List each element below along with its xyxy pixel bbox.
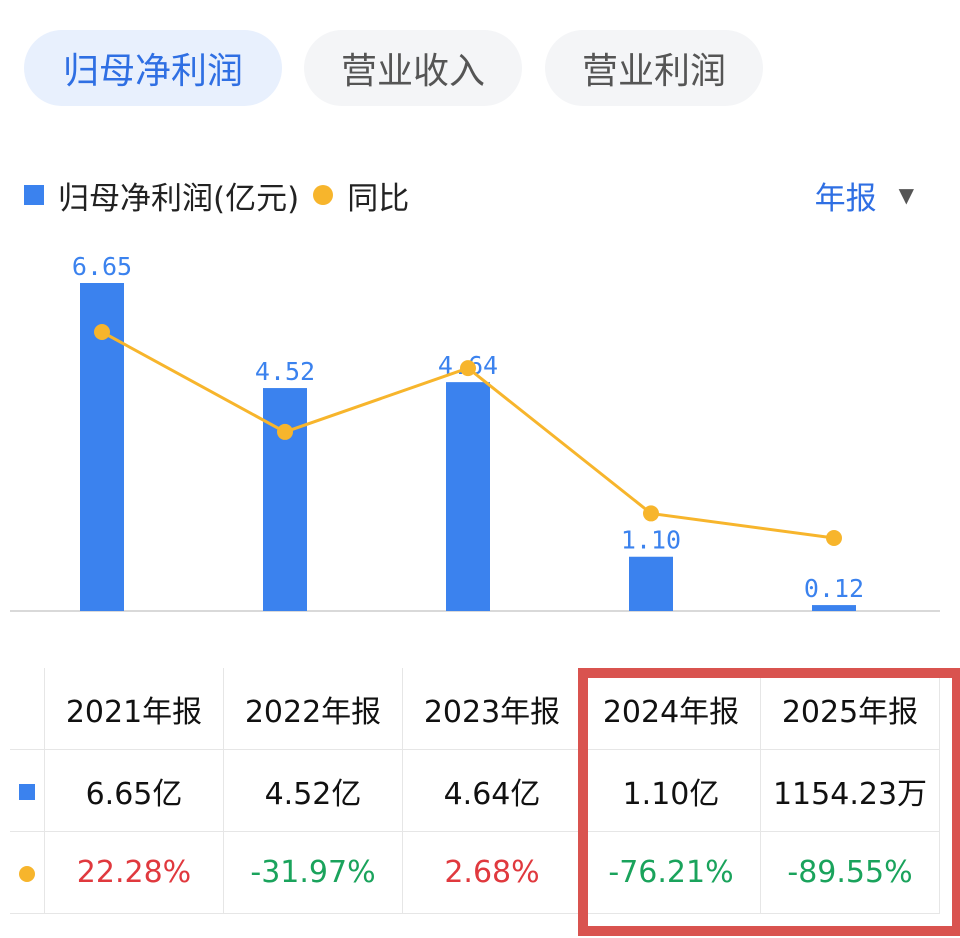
header-cell: 2024年报 bbox=[581, 668, 761, 750]
line-legend-label: 同比 bbox=[347, 180, 410, 217]
bar-value-label: 6.65 bbox=[72, 252, 132, 281]
tab-operating-profit[interactable]: 营业利润 bbox=[545, 30, 763, 106]
header-cell: 2023年报 bbox=[402, 668, 582, 750]
bar bbox=[629, 556, 673, 611]
bar-value-label: 4.52 bbox=[255, 357, 315, 386]
profit-cell: 6.65亿 bbox=[44, 749, 224, 832]
profit-cell: 1154.23万 bbox=[760, 749, 940, 832]
yoy-cell: -31.97% bbox=[223, 831, 403, 914]
net-profit-chart: 6.654.524.641.100.12 bbox=[10, 252, 940, 612]
line-legend-marker bbox=[313, 185, 334, 205]
yoy-point bbox=[460, 360, 476, 377]
yoy-row-marker-cell bbox=[10, 831, 45, 914]
period-selector[interactable]: 年报 ▼ bbox=[815, 172, 914, 218]
data-table: 2021年报 2022年报 2023年报 2024年报 2025年报 6.65亿… bbox=[10, 668, 940, 914]
yoy-cell: -89.55% bbox=[760, 831, 940, 914]
profit-row: 6.65亿 4.52亿 4.64亿 1.10亿 1154.23万 bbox=[10, 749, 940, 832]
yoy-cell: -76.21% bbox=[581, 831, 761, 914]
yoy-point bbox=[277, 423, 293, 440]
header-cell: 2025年报 bbox=[760, 668, 940, 750]
bar-marker-icon bbox=[19, 784, 35, 800]
yoy-point bbox=[826, 530, 842, 546]
header-cell: 2022年报 bbox=[223, 668, 403, 750]
dot-marker-icon bbox=[19, 866, 35, 882]
yoy-point bbox=[643, 505, 659, 522]
profit-cell: 4.64亿 bbox=[402, 749, 582, 832]
chart-legend: 归母净利润(亿元) 同比 bbox=[24, 172, 409, 218]
profit-cell: 1.10亿 bbox=[581, 749, 761, 832]
bar-legend-marker bbox=[24, 185, 44, 205]
bar bbox=[446, 382, 490, 611]
bar-value-label: 1.10 bbox=[621, 526, 681, 555]
bar bbox=[263, 388, 307, 611]
header-cell: 2021年报 bbox=[44, 668, 224, 750]
yoy-cell: 2.68% bbox=[402, 831, 582, 914]
caret-down-icon: ▼ bbox=[898, 183, 914, 207]
period-label: 年报 bbox=[814, 180, 877, 217]
tab-revenue[interactable]: 营业收入 bbox=[304, 30, 522, 106]
table-corner-cell bbox=[10, 668, 45, 750]
bar bbox=[812, 605, 856, 611]
tab-net-profit[interactable]: 归母净利润 bbox=[24, 30, 282, 106]
yoy-cell: 22.28% bbox=[44, 831, 224, 914]
bar-value-label: 0.12 bbox=[804, 574, 864, 603]
header-row: 2021年报 2022年报 2023年报 2024年报 2025年报 bbox=[10, 668, 940, 750]
profit-cell: 4.52亿 bbox=[223, 749, 403, 832]
profit-row-marker-cell bbox=[10, 749, 45, 832]
bar-legend-label: 归母净利润(亿元) bbox=[58, 180, 300, 217]
yoy-row: 22.28% -31.97% 2.68% -76.21% -89.55% bbox=[10, 831, 940, 914]
yoy-point bbox=[94, 324, 110, 340]
